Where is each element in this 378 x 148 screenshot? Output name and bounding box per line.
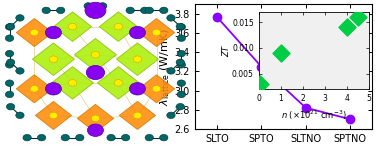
Circle shape: [126, 7, 135, 14]
Polygon shape: [35, 101, 71, 130]
Circle shape: [76, 134, 84, 141]
Circle shape: [37, 134, 46, 141]
Circle shape: [160, 7, 168, 14]
Polygon shape: [33, 43, 74, 75]
Circle shape: [145, 7, 153, 14]
Circle shape: [177, 24, 186, 30]
Polygon shape: [138, 75, 175, 103]
Polygon shape: [138, 18, 175, 47]
Circle shape: [45, 83, 62, 95]
Circle shape: [5, 24, 14, 30]
Polygon shape: [51, 67, 93, 99]
Circle shape: [129, 83, 146, 95]
Circle shape: [16, 68, 24, 74]
Polygon shape: [77, 104, 113, 132]
Circle shape: [30, 29, 39, 36]
Circle shape: [5, 62, 14, 68]
Polygon shape: [53, 12, 91, 41]
Circle shape: [68, 80, 77, 86]
Circle shape: [5, 91, 14, 98]
Circle shape: [42, 7, 50, 14]
Circle shape: [177, 91, 186, 98]
Polygon shape: [119, 101, 156, 130]
Circle shape: [49, 56, 58, 62]
Circle shape: [56, 7, 65, 14]
Circle shape: [114, 80, 122, 86]
Circle shape: [176, 103, 184, 110]
Circle shape: [23, 134, 31, 141]
Circle shape: [30, 86, 39, 92]
Circle shape: [176, 59, 184, 66]
Circle shape: [49, 112, 58, 119]
Circle shape: [152, 86, 161, 92]
Circle shape: [167, 15, 175, 21]
Circle shape: [177, 80, 186, 86]
Circle shape: [177, 62, 186, 68]
Circle shape: [84, 3, 92, 9]
Circle shape: [5, 80, 14, 86]
Circle shape: [87, 124, 104, 136]
Circle shape: [99, 3, 107, 9]
Circle shape: [145, 134, 153, 141]
Circle shape: [167, 68, 175, 74]
Circle shape: [6, 23, 15, 30]
Polygon shape: [16, 18, 53, 47]
Circle shape: [152, 29, 161, 36]
Circle shape: [167, 112, 175, 119]
Circle shape: [133, 56, 142, 62]
Circle shape: [129, 26, 146, 39]
Circle shape: [16, 112, 24, 119]
Polygon shape: [16, 75, 53, 103]
Y-axis label: $\lambda_{\mathrm{lattice}}$ (W/mK): $\lambda_{\mathrm{lattice}}$ (W/mK): [158, 28, 172, 106]
Circle shape: [45, 26, 62, 39]
Circle shape: [133, 112, 142, 119]
Circle shape: [121, 134, 130, 141]
Circle shape: [61, 134, 70, 141]
Circle shape: [68, 23, 77, 30]
Circle shape: [16, 15, 24, 21]
Circle shape: [6, 59, 15, 66]
Circle shape: [5, 50, 14, 57]
Circle shape: [114, 23, 122, 30]
Circle shape: [177, 50, 186, 57]
Polygon shape: [99, 12, 138, 41]
Polygon shape: [116, 43, 158, 75]
Circle shape: [6, 103, 15, 110]
Polygon shape: [74, 38, 116, 71]
Polygon shape: [98, 67, 139, 99]
Circle shape: [177, 35, 186, 41]
Circle shape: [176, 23, 184, 30]
Circle shape: [91, 52, 100, 58]
Circle shape: [91, 115, 100, 122]
Circle shape: [141, 7, 149, 14]
Circle shape: [5, 35, 14, 41]
Circle shape: [85, 2, 106, 18]
Circle shape: [86, 65, 105, 80]
Circle shape: [160, 134, 168, 141]
Circle shape: [107, 134, 115, 141]
